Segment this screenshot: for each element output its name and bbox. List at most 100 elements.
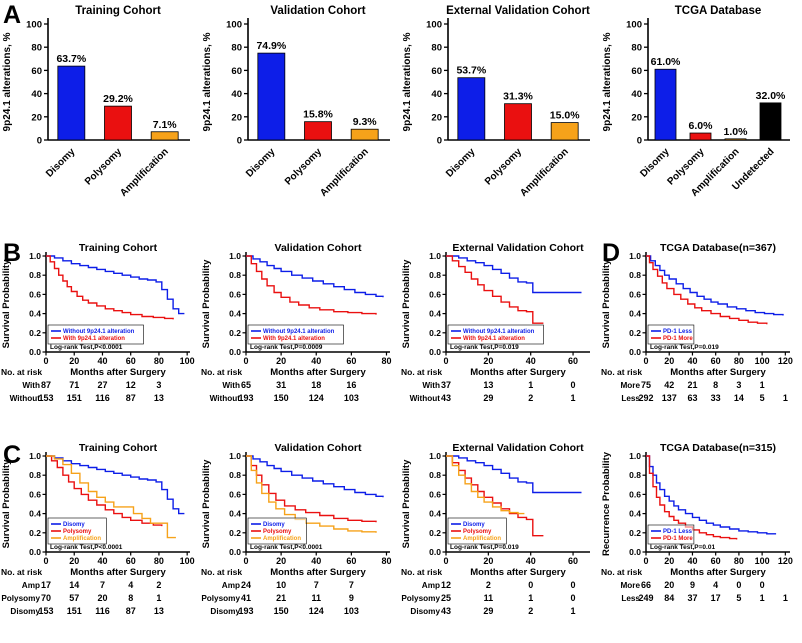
panel-label-d: D xyxy=(602,239,621,267)
km-chart-svg: External Validation Cohort Survival Proba… xyxy=(401,242,590,403)
y-tick-label: 1.0 xyxy=(29,451,41,461)
legend-label: With 9p24.1 alteration xyxy=(263,336,325,342)
y-axis-label: Survival Probability xyxy=(201,259,212,348)
y-tick-label: 100 xyxy=(626,20,642,31)
category-label: Disomy xyxy=(638,146,672,180)
risk-table-label: No. at risk xyxy=(201,367,242,377)
y-tick-label: 0.2 xyxy=(429,528,441,538)
x-axis-label: Months after Surgery xyxy=(70,367,166,378)
y-axis-label: 9p24.1 alterations, % xyxy=(402,32,413,131)
risk-count: 150 xyxy=(274,393,289,403)
x-tick-label: 80 xyxy=(734,556,744,566)
y-tick-label: 0.0 xyxy=(629,547,641,557)
y-tick-label: 0 xyxy=(237,136,242,147)
risk-count: 5 xyxy=(760,393,765,403)
legend-box xyxy=(647,324,695,345)
logrank-annotation: Log-rank Test,P=0.019 xyxy=(650,344,719,351)
series-line-0 xyxy=(46,255,185,315)
legend-label: With 9p24.1 alteration xyxy=(463,336,525,342)
risk-count: 1 xyxy=(571,393,576,403)
risk-count: 11 xyxy=(311,593,321,603)
y-tick-label: 0 xyxy=(37,136,42,147)
x-tick-label: 0 xyxy=(643,556,648,566)
y-tick-label: 40 xyxy=(31,89,42,100)
x-tick-label: 40 xyxy=(687,556,697,566)
risk-count: 20 xyxy=(97,593,107,603)
bar xyxy=(304,121,332,141)
risk-row-name: Polysomy xyxy=(401,594,440,603)
series-line-0 xyxy=(646,455,777,535)
x-tick-label: 60 xyxy=(126,556,136,566)
km-chart-svg: External Validation Cohort Survival Proba… xyxy=(401,442,590,616)
y-tick-label: 80 xyxy=(231,43,242,54)
risk-count: 0 xyxy=(571,593,576,603)
risk-table-label: No. at risk xyxy=(201,567,242,577)
y-tick-label: 20 xyxy=(631,112,642,123)
bar-chart-svg: Validation Cohort 9p24.1 alterations, % 0 2… xyxy=(202,5,390,199)
bar xyxy=(457,77,486,141)
y-tick-label: 0.0 xyxy=(29,347,41,357)
logrank-annotation: Log-rank Test,P=0.0009 xyxy=(250,344,323,351)
risk-count: 9 xyxy=(349,593,354,603)
y-tick-label: 1.0 xyxy=(429,251,441,261)
risk-count: 42 xyxy=(664,380,674,390)
risk-count: 5 xyxy=(736,593,741,603)
x-tick-label: 120 xyxy=(778,556,793,566)
bar-value-label: 32.0% xyxy=(756,90,786,102)
y-tick-label: 0.8 xyxy=(229,270,241,280)
risk-row-name: More xyxy=(620,381,640,390)
x-tick-label: 40 xyxy=(97,356,107,366)
risk-count: 124 xyxy=(309,393,324,403)
series-line-2 xyxy=(246,455,377,533)
x-axis-label: Months after Surgery xyxy=(670,367,766,378)
y-tick-label: 0.6 xyxy=(29,289,41,299)
logrank-annotation: Log-rank Test,P=0.01 xyxy=(650,544,715,551)
y-tick-label: 20 xyxy=(431,112,442,123)
x-tick-label: 80 xyxy=(154,356,164,366)
x-axis-label: Months after Surgery xyxy=(670,567,766,578)
logrank-annotation: Log-rank Test,P<0.0001 xyxy=(50,544,123,551)
x-tick-label: 60 xyxy=(711,356,721,366)
bar-chart-external-validation-cohort: External Validation Cohort 9p24.1 alterat… xyxy=(400,0,600,240)
risk-count: 17 xyxy=(41,580,51,590)
risk-row-name: Without xyxy=(10,394,41,403)
x-tick-label: 40 xyxy=(526,356,536,366)
risk-count: 193 xyxy=(238,606,253,616)
risk-count: 16 xyxy=(346,380,356,390)
y-tick-label: 0.6 xyxy=(229,489,241,499)
logrank-annotation: Log-rank Test,P<0.0001 xyxy=(50,344,123,351)
risk-count: 8 xyxy=(128,593,133,603)
series-line-2 xyxy=(46,455,176,539)
legend-label: Polysomy xyxy=(63,529,92,535)
bar-value-label: 7.1% xyxy=(153,119,178,131)
risk-count: 7 xyxy=(314,580,319,590)
risk-count: 43 xyxy=(441,393,451,403)
series-line-1 xyxy=(646,455,738,540)
y-tick-label: 0.6 xyxy=(429,489,441,499)
km-chart-tcga-367-survival: TCGA Database(n=367) Survival Probability… xyxy=(600,240,800,440)
y-tick-label: 1.0 xyxy=(229,251,241,261)
legend-label: Disomy xyxy=(63,522,85,528)
y-axis-label: Recurrence Probability xyxy=(601,451,612,556)
bar-chart-svg: TCGA Database 9p24.1 alterations, % 0 20 40 6… xyxy=(602,5,790,199)
risk-count: 66 xyxy=(641,580,651,590)
y-tick-label: 0.4 xyxy=(629,309,641,319)
risk-count: 103 xyxy=(344,606,359,616)
x-tick-label: 0 xyxy=(43,556,48,566)
panel-label-a: A xyxy=(3,1,22,29)
legend-label: Amplification xyxy=(463,536,501,542)
risk-count: 37 xyxy=(441,380,451,390)
panel-label-b: B xyxy=(3,239,22,267)
risk-count: 37 xyxy=(687,593,697,603)
risk-count: 65 xyxy=(241,380,251,390)
km-chart-validation-cohort-survival: Validation Cohort Survival Probability 0.0… xyxy=(200,240,400,440)
category-label: Disomy xyxy=(44,146,78,180)
risk-count: 151 xyxy=(67,393,82,403)
bar xyxy=(550,122,579,141)
y-tick-label: 0.6 xyxy=(29,489,41,499)
risk-count: 24 xyxy=(241,580,251,590)
x-axis-label: Months after Surgery xyxy=(270,567,366,578)
risk-count: 153 xyxy=(38,393,53,403)
y-tick-label: 0.2 xyxy=(29,528,41,538)
